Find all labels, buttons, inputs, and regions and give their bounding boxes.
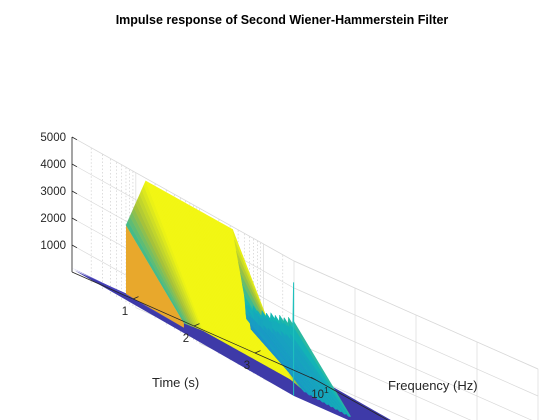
y-tick-mark [254, 350, 261, 354]
z-tick-label: 3000 [40, 186, 66, 198]
z-tick-mark [71, 244, 78, 249]
x-axis-label: Frequency (Hz) [388, 378, 478, 393]
z-tick-mark [71, 136, 78, 141]
chart-title: Impulse response of Second Wiener-Hammer… [116, 13, 449, 27]
y-axis-label: Time (s) [152, 375, 199, 390]
x-axis-line [315, 379, 389, 420]
surface-spike [292, 282, 295, 396]
y-tick-label: 1 [122, 306, 128, 318]
z-tick-label: 5000 [40, 132, 66, 144]
x-tick-label: 101 [311, 385, 329, 401]
z-tick-mark [71, 190, 78, 195]
z-tick-mark [71, 163, 78, 168]
z-tick-label: 2000 [40, 213, 66, 225]
z-tick-label: 4000 [40, 159, 66, 171]
grid-line [293, 368, 411, 420]
x-tick-mark [310, 376, 317, 381]
grid-line [293, 260, 539, 370]
y-tick-mark [132, 296, 139, 300]
z-tick-label: 1000 [40, 240, 66, 252]
grid-line [71, 136, 295, 262]
z-tick-mark [71, 217, 78, 222]
y-tick-label: 2 [183, 333, 189, 345]
tick-labels: 10002000300040005000123101102103104 [40, 132, 381, 417]
y-tick-label: 3 [244, 360, 250, 372]
x-tick-mark [374, 412, 381, 417]
y-tick-mark [193, 323, 200, 327]
